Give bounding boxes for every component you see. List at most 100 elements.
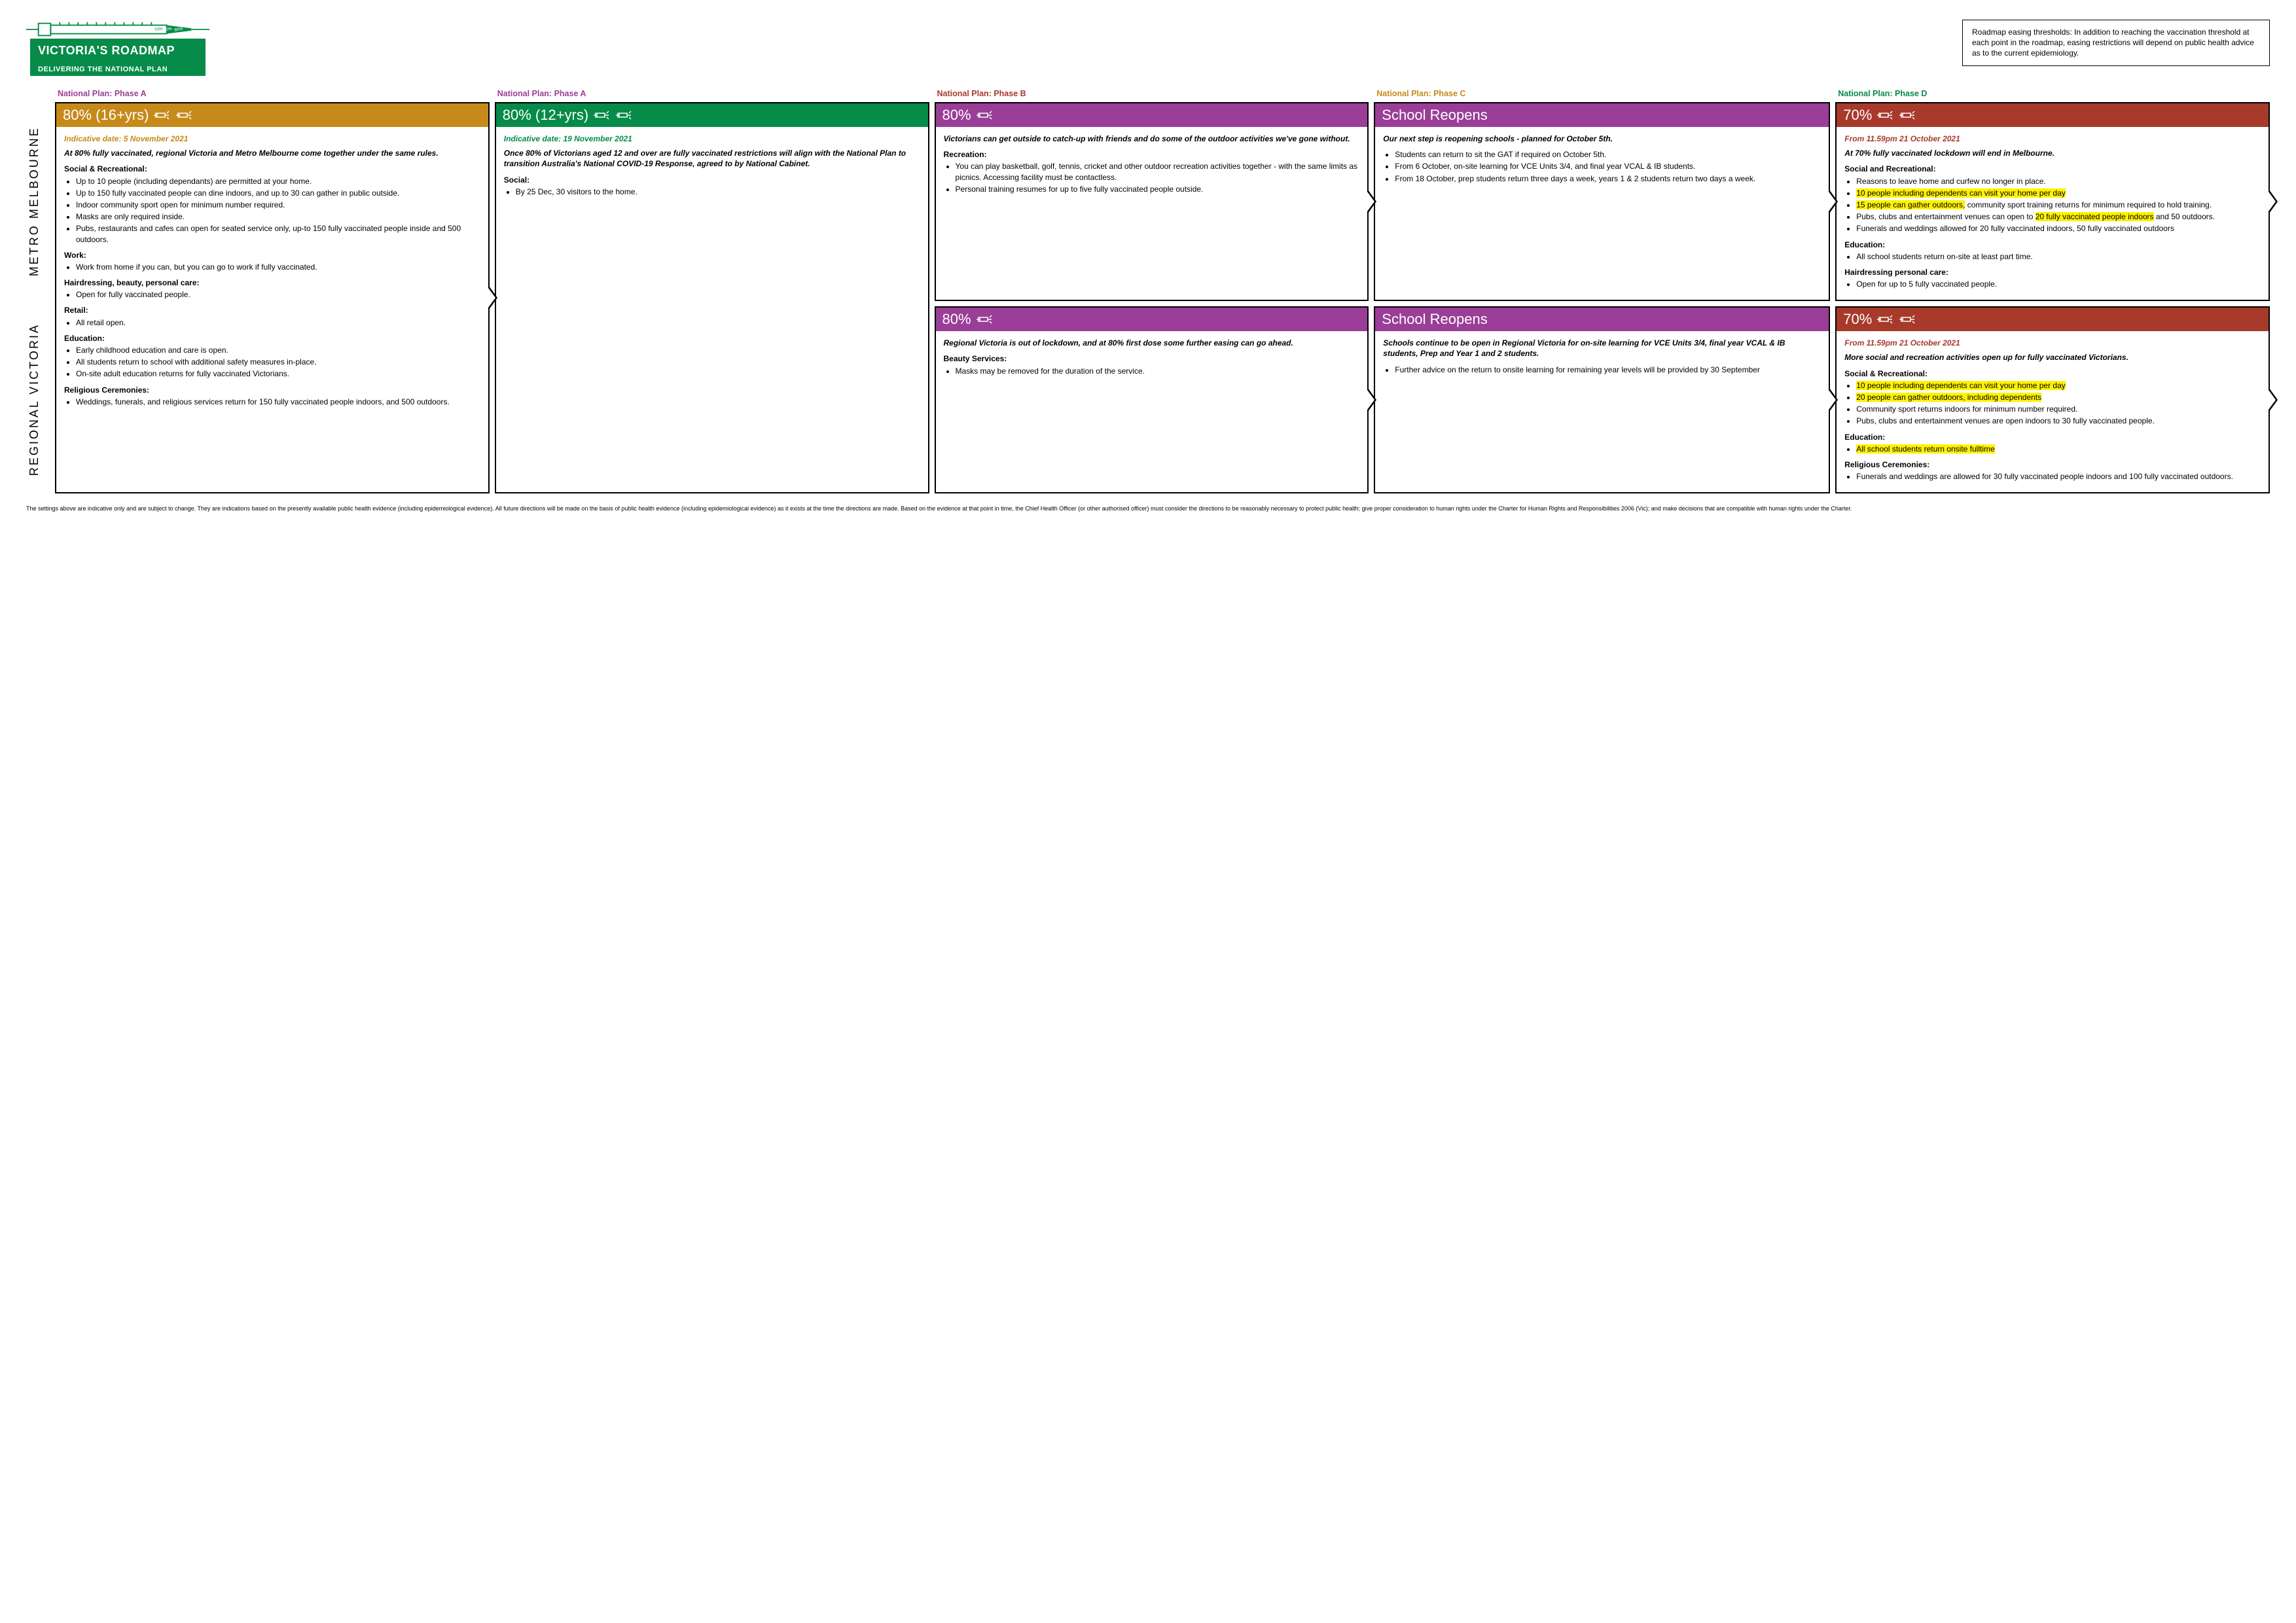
bullet-item: Funerals and weddings are allowed for 30… bbox=[1856, 471, 2261, 482]
syringe-icon bbox=[977, 313, 994, 325]
card-header: 70% bbox=[1837, 103, 2269, 127]
phase-a2-label: National Plan: Phase A bbox=[495, 89, 929, 99]
bullet-list: Further advice on the return to onsite l… bbox=[1383, 365, 1821, 375]
section-head: Education: bbox=[64, 333, 480, 344]
bullet-item: Work from home if you can, but you can g… bbox=[76, 262, 480, 272]
syringe-icon bbox=[977, 109, 994, 121]
bullet-item: Pubs, restaurants and cafes can open for… bbox=[76, 223, 480, 244]
bullet-item: Community sport returns indoors for mini… bbox=[1856, 404, 2261, 414]
bullet-item: Students can return to sit the GAT if re… bbox=[1395, 149, 1821, 160]
metro-a2-card: School Reopens Our next step is reopening… bbox=[1374, 102, 1830, 301]
card-header: 70% bbox=[1837, 308, 2269, 331]
bullet-item: Open for fully vaccinated people. bbox=[76, 289, 480, 300]
section-head: Education: bbox=[1844, 432, 2261, 442]
phase-d-label: National Plan: Phase D bbox=[1835, 89, 2270, 99]
syringe-icon bbox=[1877, 109, 1894, 121]
logo-block: 70% 80% 80% VICTORIA'S ROADMAP DELIVERIN… bbox=[26, 20, 209, 76]
bullet-item: All school students return onsite fullti… bbox=[1856, 444, 2261, 454]
bullet-list: You can play basketball, golf, tennis, c… bbox=[944, 161, 1360, 194]
card-header-text: 70% bbox=[1843, 311, 1872, 328]
bullet-item: 10 people including dependents can visit… bbox=[1856, 188, 2261, 198]
card-date: Indicative date: 5 November 2021 bbox=[64, 134, 480, 144]
bullet-list: All school students return onsite fullti… bbox=[1844, 444, 2261, 454]
card-lead: At 70% fully vaccinated lockdown will en… bbox=[1844, 148, 2261, 158]
bullet-item: All retail open. bbox=[76, 317, 480, 328]
card-lead: Our next step is reopening schools - pla… bbox=[1383, 134, 1821, 144]
col-c-card: 80% (16+yrs) Indicative date: 5 November … bbox=[55, 102, 490, 493]
bullet-list: Funerals and weddings are allowed for 30… bbox=[1844, 471, 2261, 482]
bullet-list: 10 people including dependents can visit… bbox=[1844, 380, 2261, 427]
footer-text: The settings above are indicative only a… bbox=[26, 505, 2270, 513]
section-head: Work: bbox=[64, 250, 480, 260]
card-body: From 11.59pm 21 October 2021 At 70% fully… bbox=[1837, 127, 2269, 300]
section-head: Social & Recreational: bbox=[1844, 368, 2261, 379]
main-grid: METRO MELBOURNE 80% Victorians can get ou… bbox=[26, 102, 2270, 493]
card-lead: Regional Victoria is out of lockdown, an… bbox=[944, 338, 1360, 348]
card-header-text: 80% (16+yrs) bbox=[63, 107, 149, 124]
section-head: Hairdressing personal care: bbox=[1844, 267, 2261, 277]
bullet-item: Personal training resumes for up to five… bbox=[956, 184, 1360, 194]
card-lead: Schools continue to be open in Regional … bbox=[1383, 338, 1821, 359]
bullet-list: All retail open. bbox=[64, 317, 480, 328]
phase-labels-row: National Plan: Phase A National Plan: Ph… bbox=[26, 89, 2270, 99]
bullet-item: Up to 150 fully vaccinated people can di… bbox=[76, 188, 480, 198]
card-body: Indicative date: 5 November 2021At 80% f… bbox=[56, 127, 488, 492]
section-head: Recreation: bbox=[944, 149, 1360, 160]
bullet-list: Work from home if you can, but you can g… bbox=[64, 262, 480, 272]
bullet-item: Pubs, clubs and entertainment venues are… bbox=[1856, 416, 2261, 426]
metro-a1-card: 80% Victorians can get outside to catch-u… bbox=[935, 102, 1369, 301]
card-body: Victorians can get outside to catch-up w… bbox=[936, 127, 1368, 300]
bullet-list: Open for fully vaccinated people. bbox=[64, 289, 480, 300]
main-title: VICTORIA'S ROADMAP bbox=[26, 39, 209, 63]
disclaimer-box: Roadmap easing thresholds: In addition t… bbox=[1962, 20, 2270, 66]
phase-b-label: National Plan: Phase B bbox=[935, 89, 1369, 99]
bullet-item: 10 people including dependents can visit… bbox=[1856, 380, 2261, 391]
syringe-icon bbox=[176, 109, 193, 121]
card-lead: Once 80% of Victorians aged 12 and over … bbox=[504, 148, 920, 169]
card-body: Our next step is reopening schools - pla… bbox=[1375, 127, 1829, 300]
bullet-list: Open for up to 5 fully vaccinated people… bbox=[1844, 279, 2261, 289]
bullet-item: Weddings, funerals, and religious servic… bbox=[76, 397, 480, 407]
card-header: School Reopens bbox=[1375, 308, 1829, 331]
bullet-item: Early childhood education and care is op… bbox=[76, 345, 480, 355]
syringe-icon bbox=[594, 109, 611, 121]
section-head: Social and Recreational: bbox=[1844, 164, 2261, 174]
bullet-item: Masks are only required inside. bbox=[76, 211, 480, 222]
bullet-list: Weddings, funerals, and religious servic… bbox=[64, 397, 480, 407]
card-header-text: School Reopens bbox=[1382, 311, 1487, 328]
syringe-icon bbox=[1899, 109, 1916, 121]
bullet-item: You can play basketball, golf, tennis, c… bbox=[956, 161, 1360, 182]
card-header-text: 80% (12+yrs) bbox=[503, 107, 588, 124]
card-body: Schools continue to be open in Regional … bbox=[1375, 331, 1829, 492]
card-date: From 11.59pm 21 October 2021 bbox=[1844, 338, 2261, 348]
bullet-item: From 18 October, prep students return th… bbox=[1395, 173, 1821, 184]
phase-a1-label: National Plan: Phase A bbox=[55, 89, 490, 99]
card-header: 80% bbox=[936, 308, 1368, 331]
card-date: From 11.59pm 21 October 2021 bbox=[1844, 134, 2261, 144]
bullet-item: 20 people can gather outdoors, including… bbox=[1856, 392, 2261, 402]
card-header: 80% (16+yrs) bbox=[56, 103, 488, 127]
bullet-list: Up to 10 people (including dependants) a… bbox=[64, 176, 480, 245]
phase-c-label: National Plan: Phase C bbox=[1374, 89, 1830, 99]
card-header: 80% (12+yrs) bbox=[496, 103, 928, 127]
bullet-item: By 25 Dec, 30 visitors to the home. bbox=[516, 187, 920, 197]
card-body: Indicative date: 19 November 2021 Once 80… bbox=[496, 127, 928, 492]
syringe-icon bbox=[1877, 313, 1894, 325]
card-lead: More social and recreation activities op… bbox=[1844, 352, 2261, 363]
section-head: Religious Ceremonies: bbox=[64, 385, 480, 395]
section-head: Religious Ceremonies: bbox=[1844, 459, 2261, 470]
card-header: 80% bbox=[936, 103, 1368, 127]
bullet-list: By 25 Dec, 30 visitors to the home. bbox=[504, 187, 920, 197]
section-head: Social: bbox=[504, 175, 920, 185]
bullet-list: Masks may be removed for the duration of… bbox=[944, 366, 1360, 376]
syringe-icon bbox=[1899, 313, 1916, 325]
bullet-item: Further advice on the return to onsite l… bbox=[1395, 365, 1821, 375]
card-date: Indicative date: 19 November 2021 bbox=[504, 134, 920, 144]
metro-side-label: METRO MELBOURNE bbox=[26, 102, 50, 301]
bullet-item: From 6 October, on-site learning for VCE… bbox=[1395, 161, 1821, 171]
bullet-item: Pubs, clubs and entertainment venues can… bbox=[1856, 211, 2261, 222]
bullet-list: Students can return to sit the GAT if re… bbox=[1383, 149, 1821, 184]
bullet-list: All school students return on-site at le… bbox=[1844, 251, 2261, 262]
card-header-text: 80% bbox=[942, 107, 971, 124]
card-header-text: School Reopens bbox=[1382, 107, 1487, 124]
